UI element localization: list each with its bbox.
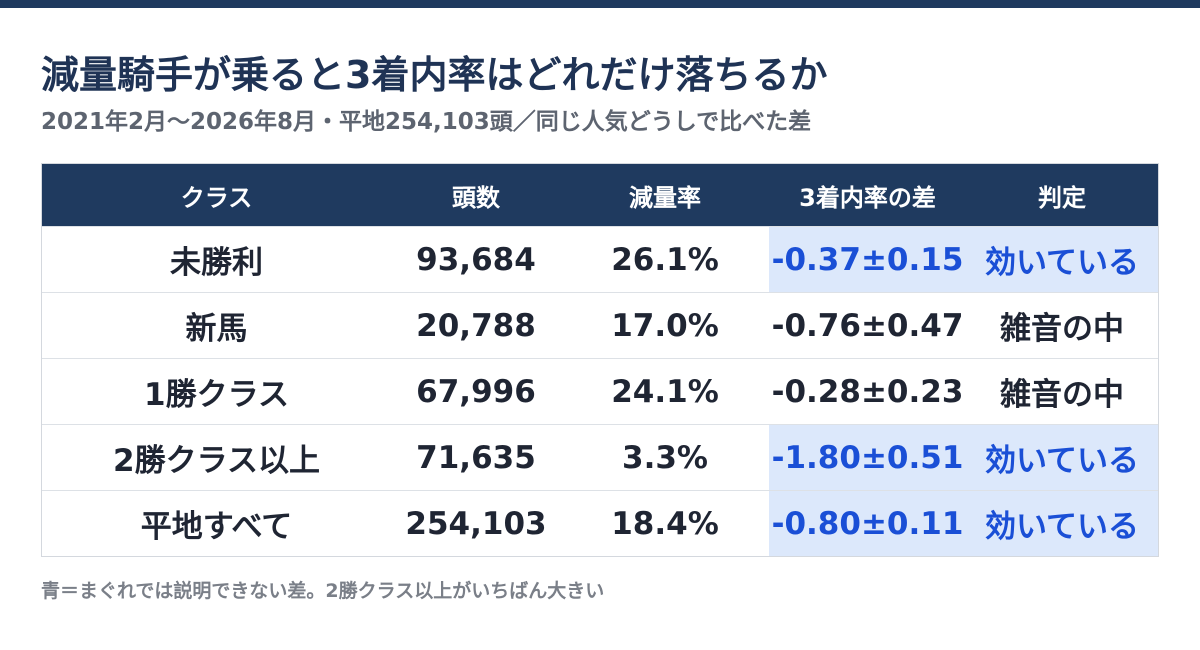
header-cell: 判定 [1038,183,1086,212]
table-row: 1勝クラス 67,996 24.1% -0.28±0.23 雑音の中 [42,358,1158,424]
table-cell: 平地すべて [140,509,293,545]
table-cell: 254,103 [405,505,547,542]
title: 減量騎手が乗ると3着内率はどれだけ落ちるか [41,53,828,97]
header-cell: クラス [180,183,253,212]
top-bar [0,0,1200,8]
table-cell: -0.28±0.23 [771,373,964,410]
table-cell: 2勝クラス以上 [113,443,320,479]
table-cell: 雑音の中 [1000,377,1124,413]
table-cell: -0.80±0.11 [769,491,966,556]
table-cell: -1.80±0.51 [769,425,966,490]
header-row: クラス 頭数 減量率 3着内率の差 判定 [42,164,1158,226]
subtitle: 2021年2月〜2026年8月・平地254,103頭／同じ人気どうしで比べた差 [41,109,812,135]
footnote: 青＝まぐれでは説明できない差。2勝クラス以上がいちばん大きい [41,580,605,602]
table-cell: 効いている [966,425,1158,490]
table-cell: 新馬 [185,311,248,347]
table-row: 未勝利 93,684 26.1% -0.37±0.15 効いている [42,226,1158,292]
table: クラス 頭数 減量率 3着内率の差 判定未勝利 93,684 26.1% -0.37±0.15… [41,163,1159,557]
table-cell: 効いている [966,491,1158,556]
table-cell: 未勝利 [170,245,263,281]
table-cell: 24.1% [611,373,719,410]
table-cell: 1勝クラス [144,377,289,413]
table-cell: 67,996 [416,373,536,410]
table-cell: 3.3% [622,439,708,476]
table-cell: 17.0% [611,307,719,344]
header-cell: 3着内率の差 [799,183,936,212]
header-cell: 頭数 [452,183,500,212]
table-cell: 18.4% [611,505,719,542]
table-row: 2勝クラス以上 71,635 3.3% -1.80±0.51 効いている [42,424,1158,490]
table-cell: 71,635 [416,439,536,476]
table-cell: -0.76±0.47 [771,307,964,344]
table-cell: 26.1% [611,241,719,278]
table-cell: 93,684 [416,241,536,278]
table-cell: -0.37±0.15 [769,227,966,292]
table-cell: 雑音の中 [1000,311,1124,347]
table-row: 平地すべて 254,103 18.4% -0.80±0.11 効いている [42,490,1158,556]
header-cell: 減量率 [629,183,701,212]
table-row: 新馬 20,788 17.0% -0.76±0.47 雑音の中 [42,292,1158,358]
table-cell: 効いている [966,227,1158,292]
table-cell: 20,788 [416,307,536,344]
